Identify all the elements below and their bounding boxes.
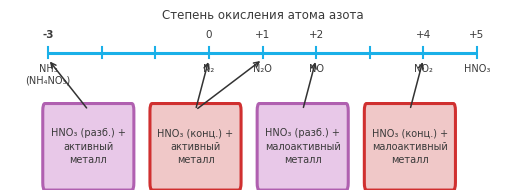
Text: +5: +5: [469, 30, 485, 40]
Text: N₂: N₂: [203, 64, 215, 74]
FancyBboxPatch shape: [150, 103, 241, 190]
Text: Степень окисления атома азота: Степень окисления атома азота: [162, 8, 363, 22]
Text: +1: +1: [255, 30, 270, 40]
Text: HNO₃: HNO₃: [464, 64, 490, 74]
Text: NH₃
(NH₄NO₃): NH₃ (NH₄NO₃): [26, 64, 71, 86]
FancyBboxPatch shape: [257, 103, 348, 190]
Text: +2: +2: [309, 30, 324, 40]
FancyBboxPatch shape: [364, 103, 456, 190]
Text: HNO₃ (разб.) +
активный
металл: HNO₃ (разб.) + активный металл: [51, 128, 126, 165]
Text: 0: 0: [206, 30, 212, 40]
Text: NO: NO: [309, 64, 323, 74]
Text: HNO₃ (разб.) +
малоактивный
металл: HNO₃ (разб.) + малоактивный металл: [265, 128, 341, 165]
Text: HNO₃ (конц.) +
малоактивный
металл: HNO₃ (конц.) + малоактивный металл: [372, 128, 448, 165]
Text: +4: +4: [416, 30, 431, 40]
Text: N₂O: N₂O: [253, 64, 272, 74]
FancyBboxPatch shape: [43, 103, 134, 190]
Text: -3: -3: [43, 30, 54, 40]
Text: HNO₃ (конц.) +
активный
металл: HNO₃ (конц.) + активный металл: [158, 128, 234, 165]
Text: NO₂: NO₂: [414, 64, 433, 74]
